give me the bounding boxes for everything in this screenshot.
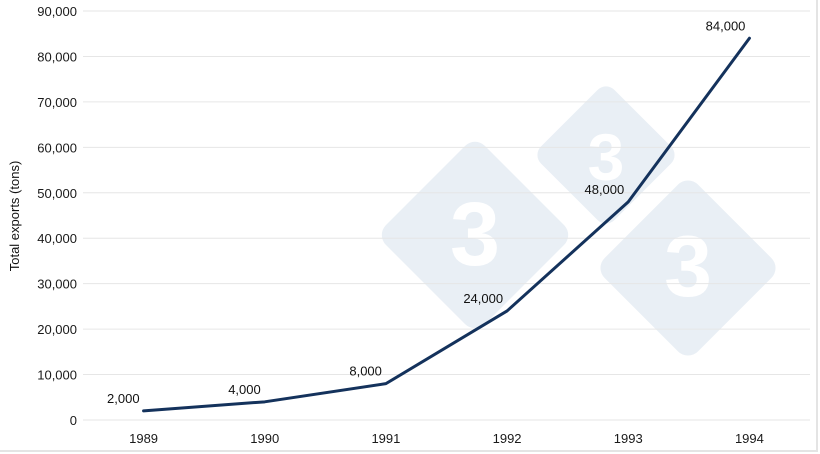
data-labels: 2,000 4,000 8,000 24,000 48,000 84,000 [107, 18, 745, 406]
y-tick-label: 60,000 [37, 140, 77, 155]
exports-line [142, 36, 751, 413]
y-tick-label: 90,000 [37, 4, 77, 19]
y-tick-label: 0 [70, 413, 77, 428]
x-tick-label: 1991 [371, 431, 400, 446]
data-label: 8,000 [349, 364, 382, 379]
y-tick-label: 80,000 [37, 49, 77, 64]
y-axis-ticks: 0 10,000 20,000 30,000 40,000 50,000 60,000 70,… [37, 4, 77, 428]
y-tick-label: 50,000 [37, 186, 77, 201]
y-tick-label: 40,000 [37, 231, 77, 246]
x-tick-label: 1989 [129, 431, 158, 446]
watermark-logo: 3 3 3 [381, 86, 776, 356]
x-tick-label: 1992 [493, 431, 522, 446]
x-tick-label: 1994 [735, 431, 764, 446]
data-label: 84,000 [706, 18, 746, 33]
y-tick-label: 10,000 [37, 368, 77, 383]
data-label: 2,000 [107, 391, 140, 406]
y-tick-label: 20,000 [37, 322, 77, 337]
x-tick-label: 1993 [614, 431, 643, 446]
svg-text:3: 3 [450, 185, 500, 285]
gridlines [83, 10, 810, 421]
x-tick-label: 1990 [250, 431, 279, 446]
y-tick-label: 70,000 [37, 95, 77, 110]
data-label: 4,000 [228, 382, 261, 397]
svg-text:3: 3 [664, 219, 712, 315]
data-label: 24,000 [463, 291, 503, 306]
data-label: 48,000 [584, 182, 624, 197]
x-axis-ticks: 1989 1990 1991 1992 1993 1994 [129, 431, 764, 446]
svg-text:3: 3 [588, 120, 625, 194]
y-tick-label: 30,000 [37, 277, 77, 292]
y-axis-label: Total exports (tons) [7, 161, 22, 272]
